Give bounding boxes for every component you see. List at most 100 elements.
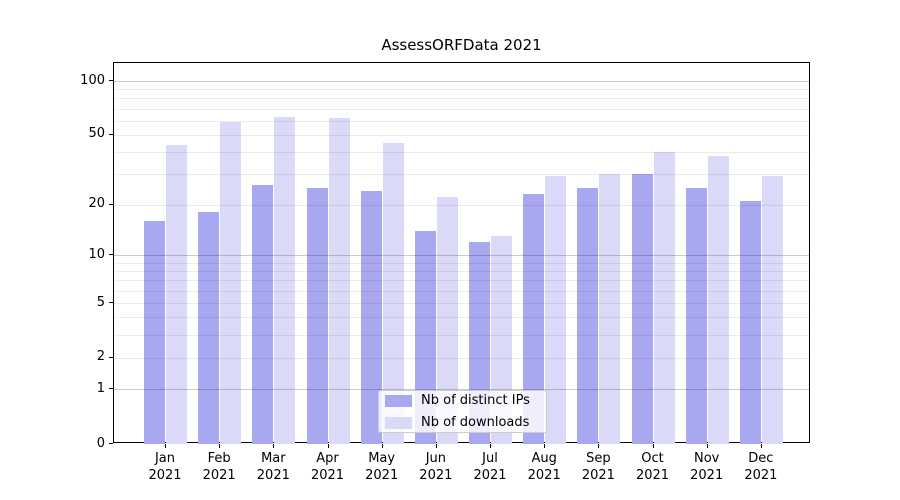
x-axis-tick bbox=[544, 444, 546, 448]
year-label: 2021 bbox=[635, 468, 670, 483]
bar-distinct-ips bbox=[577, 187, 599, 444]
minor-gridline bbox=[114, 334, 809, 336]
y-axis-tick bbox=[109, 302, 113, 304]
y-axis-tick bbox=[109, 133, 113, 135]
minor-gridline bbox=[114, 262, 809, 264]
month-label: Feb bbox=[207, 451, 231, 466]
y-axis-tick-label: 100 bbox=[80, 72, 105, 88]
bar-downloads bbox=[653, 151, 675, 444]
year-label: 2021 bbox=[148, 468, 182, 483]
x-axis-tick bbox=[490, 444, 492, 448]
month-label: Oct bbox=[641, 451, 664, 466]
x-axis-tick-label: Dec 2021 bbox=[733, 450, 789, 484]
y-axis-tick bbox=[109, 388, 113, 390]
month-label: Jul bbox=[482, 451, 498, 466]
bar-distinct-ips bbox=[306, 187, 328, 444]
bar-distinct-ips bbox=[144, 221, 165, 444]
minor-gridline bbox=[114, 303, 809, 305]
major-gridline bbox=[114, 255, 809, 257]
y-axis-tick-label: 2 bbox=[96, 349, 105, 365]
minor-gridline bbox=[114, 108, 809, 110]
x-axis-tick-label: Nov 2021 bbox=[679, 450, 735, 484]
x-axis-tick-label: Feb 2021 bbox=[191, 450, 247, 484]
y-axis-tick bbox=[109, 254, 113, 256]
bar-distinct-ips bbox=[631, 173, 653, 444]
bar-downloads bbox=[274, 116, 296, 444]
x-axis-tick-label: Apr 2021 bbox=[300, 450, 356, 484]
minor-gridline bbox=[114, 204, 809, 206]
bar-downloads bbox=[761, 176, 783, 444]
bar-downloads bbox=[436, 197, 458, 444]
month-label: May bbox=[368, 451, 396, 466]
x-axis-tick bbox=[760, 444, 762, 448]
y-axis-tick-label: 20 bbox=[88, 196, 105, 212]
minor-gridline bbox=[114, 317, 809, 319]
x-axis-tick bbox=[219, 444, 221, 448]
x-axis-tick bbox=[598, 444, 600, 448]
minor-gridline bbox=[114, 357, 809, 359]
bar-downloads bbox=[707, 155, 729, 444]
bar-distinct-ips bbox=[252, 184, 274, 444]
month-label: Jan bbox=[154, 451, 176, 466]
bar-distinct-ips bbox=[739, 200, 761, 444]
y-axis-tick-label: 10 bbox=[88, 246, 105, 262]
month-label: Jun bbox=[425, 451, 446, 466]
x-axis-tick-label: Sep 2021 bbox=[570, 450, 626, 484]
year-label: 2021 bbox=[581, 468, 615, 483]
month-label: Aug bbox=[531, 451, 557, 466]
legend-item-downloads: Nb of downloads bbox=[385, 415, 538, 430]
y-axis-tick-label: 50 bbox=[88, 126, 105, 142]
year-label: 2021 bbox=[310, 468, 345, 483]
bar-downloads bbox=[599, 173, 621, 444]
month-label: Nov bbox=[694, 451, 720, 466]
bar-distinct-ips bbox=[198, 212, 220, 444]
minor-gridline bbox=[114, 134, 809, 136]
legend-label-downloads: Nb of downloads bbox=[421, 415, 530, 430]
y-axis-tick bbox=[109, 80, 113, 82]
y-axis-tick-label: 0 bbox=[96, 435, 105, 451]
legend-swatch-downloads bbox=[385, 416, 412, 429]
bar-distinct-ips bbox=[685, 187, 707, 444]
x-axis-tick-label: May 2021 bbox=[354, 450, 410, 484]
month-label: Mar bbox=[261, 451, 286, 466]
minor-gridline bbox=[114, 89, 809, 91]
x-axis-tick-label: Jul 2021 bbox=[462, 450, 518, 484]
major-gridline bbox=[114, 81, 809, 83]
minor-gridline bbox=[114, 290, 809, 292]
x-axis-tick-label: Aug 2021 bbox=[516, 450, 572, 484]
y-axis-tick bbox=[109, 356, 113, 358]
chart-title: AssessORFData 2021 bbox=[381, 36, 542, 54]
plot-area bbox=[113, 62, 810, 444]
x-axis-tick-label: Mar 2021 bbox=[245, 450, 301, 484]
x-axis-tick-label: Jan 2021 bbox=[137, 450, 193, 484]
bar-downloads bbox=[220, 121, 242, 444]
x-axis-tick bbox=[273, 444, 275, 448]
y-axis-tick bbox=[109, 443, 113, 444]
y-axis-tick bbox=[109, 203, 113, 205]
year-label: 2021 bbox=[744, 468, 778, 483]
bar-distinct-ips bbox=[523, 194, 545, 444]
minor-gridline bbox=[114, 120, 809, 122]
bar-downloads bbox=[545, 176, 567, 444]
year-label: 2021 bbox=[419, 468, 453, 483]
legend-item-distinct-ips: Nb of distinct IPs bbox=[385, 393, 538, 408]
x-axis-tick bbox=[165, 444, 166, 448]
year-label: 2021 bbox=[473, 468, 507, 483]
x-axis-tick bbox=[652, 444, 654, 448]
x-axis-tick-label: Oct 2021 bbox=[625, 450, 681, 484]
month-label: Apr bbox=[316, 451, 339, 466]
year-label: 2021 bbox=[365, 468, 399, 483]
x-axis-tick bbox=[435, 444, 437, 448]
legend-label-distinct-ips: Nb of distinct IPs bbox=[421, 393, 530, 408]
legend: Nb of distinct IPs Nb of downloads bbox=[378, 390, 547, 433]
bar-distinct-ips bbox=[360, 190, 382, 444]
y-axis-tick-label: 5 bbox=[96, 294, 105, 310]
minor-gridline bbox=[114, 98, 809, 100]
month-label: Dec bbox=[748, 451, 774, 466]
legend-swatch-distinct-ips bbox=[385, 394, 412, 407]
x-axis-tick-label: Jun 2021 bbox=[408, 450, 464, 484]
minor-gridline bbox=[114, 280, 809, 282]
x-axis-tick bbox=[381, 444, 383, 448]
x-axis-tick bbox=[706, 444, 708, 448]
